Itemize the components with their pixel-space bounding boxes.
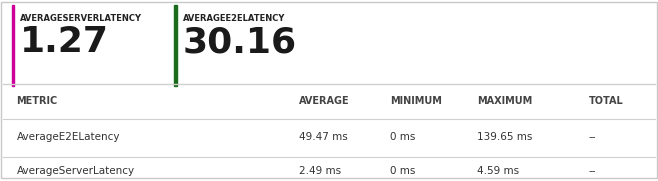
Text: 2.49 ms: 2.49 ms	[299, 166, 342, 176]
Text: METRIC: METRIC	[16, 96, 58, 106]
Text: 0 ms: 0 ms	[390, 166, 416, 176]
Text: AverageE2ELatency: AverageE2ELatency	[16, 132, 120, 142]
Text: TOTAL: TOTAL	[589, 96, 624, 106]
Text: 1.27: 1.27	[20, 25, 109, 59]
Bar	[174, 5, 177, 86]
Bar	[12, 5, 14, 86]
Text: AVERAGESERVERLATENCY: AVERAGESERVERLATENCY	[20, 14, 142, 24]
Text: AverageServerLatency: AverageServerLatency	[16, 166, 135, 176]
Text: 4.59 ms: 4.59 ms	[477, 166, 519, 176]
Text: 49.47 ms: 49.47 ms	[299, 132, 348, 142]
Text: AVERAGEE2ELATENCY: AVERAGEE2ELATENCY	[183, 14, 286, 24]
Text: 30.16: 30.16	[183, 25, 297, 59]
Text: --: --	[589, 166, 596, 176]
Text: AVERAGE: AVERAGE	[299, 96, 350, 106]
Text: 0 ms: 0 ms	[390, 132, 416, 142]
Text: 139.65 ms: 139.65 ms	[477, 132, 532, 142]
Text: MAXIMUM: MAXIMUM	[477, 96, 532, 106]
Text: MINIMUM: MINIMUM	[390, 96, 442, 106]
Text: --: --	[589, 132, 596, 142]
